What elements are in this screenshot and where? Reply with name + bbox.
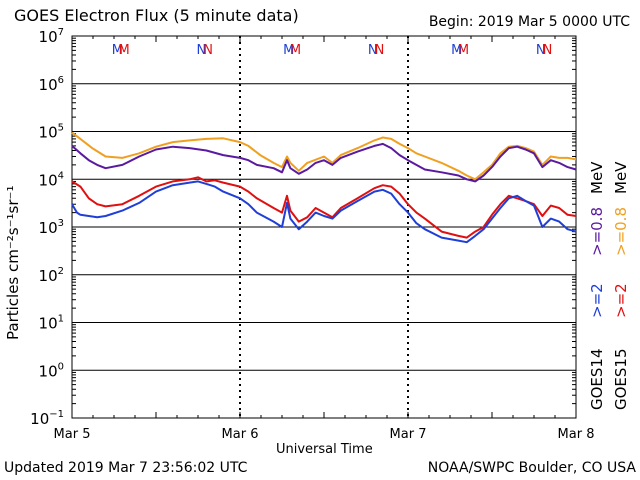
y-tick-label-1e4: 104 <box>39 170 64 189</box>
y-tick-label-1e0: 100 <box>39 361 64 380</box>
x-axis-label: Universal Time <box>276 442 373 457</box>
local-time-marker: N <box>203 43 213 58</box>
chart-title: GOES Electron Flux (5 minute data) <box>14 6 299 25</box>
legend-unit-1: MeV <box>588 161 606 194</box>
legend-goes14-ge08: >=0.8 <box>588 207 606 256</box>
credit: NOAA/SWPC Boulder, CO USA <box>427 460 636 476</box>
local-time-marker: N <box>368 43 378 58</box>
legend-goes14-ge2: >=2 <box>588 283 606 318</box>
series-line-1 <box>71 142 577 183</box>
y-tick-label-1e7: 107 <box>39 27 64 46</box>
x-tick-label: Mar 7 <box>390 427 427 442</box>
local-time-marker: M <box>118 43 129 58</box>
local-time-marker: N <box>196 43 206 58</box>
y-tick-label-1e1: 101 <box>39 314 64 333</box>
x-tick-label: Mar 8 <box>558 427 595 442</box>
y-tick-label-1e3: 103 <box>39 218 64 237</box>
local-time-marker: N <box>375 43 385 58</box>
local-time-marker: N <box>543 43 553 58</box>
local-time-marker: N <box>536 43 546 58</box>
begin-time: Begin: 2019 Mar 5 0000 UTC <box>428 14 630 30</box>
y-tick-label-1e2: 102 <box>39 266 64 285</box>
local-time-marker: M <box>451 43 462 58</box>
x-tick-label: Mar 6 <box>222 427 259 442</box>
legend-unit-2: MeV <box>612 161 630 194</box>
legend-goes15-ge2: >=2 <box>612 283 630 318</box>
local-time-marker: M <box>112 43 123 58</box>
x-tick-label: Mar 5 <box>54 427 91 442</box>
legend-goes15: GOES15 <box>612 348 630 410</box>
y-tick-label-1e6: 106 <box>39 75 64 94</box>
y-axis-label: Particles cm⁻²s⁻¹sr⁻¹ <box>4 185 22 340</box>
local-time-marker: M <box>290 43 301 58</box>
series-line-3 <box>71 180 577 244</box>
y-tick-label-1e-1: 10−1 <box>30 409 64 428</box>
legend-goes14: GOES14 <box>588 348 606 410</box>
legend-goes15-ge08: >=0.8 <box>612 207 630 256</box>
updated-timestamp: Updated 2019 Mar 7 23:56:02 UTC <box>4 460 248 476</box>
local-time-marker: M <box>458 43 469 58</box>
y-tick-label-1e5: 105 <box>39 123 64 142</box>
series-line-0 <box>71 131 577 181</box>
local-time-marker: M <box>283 43 294 58</box>
